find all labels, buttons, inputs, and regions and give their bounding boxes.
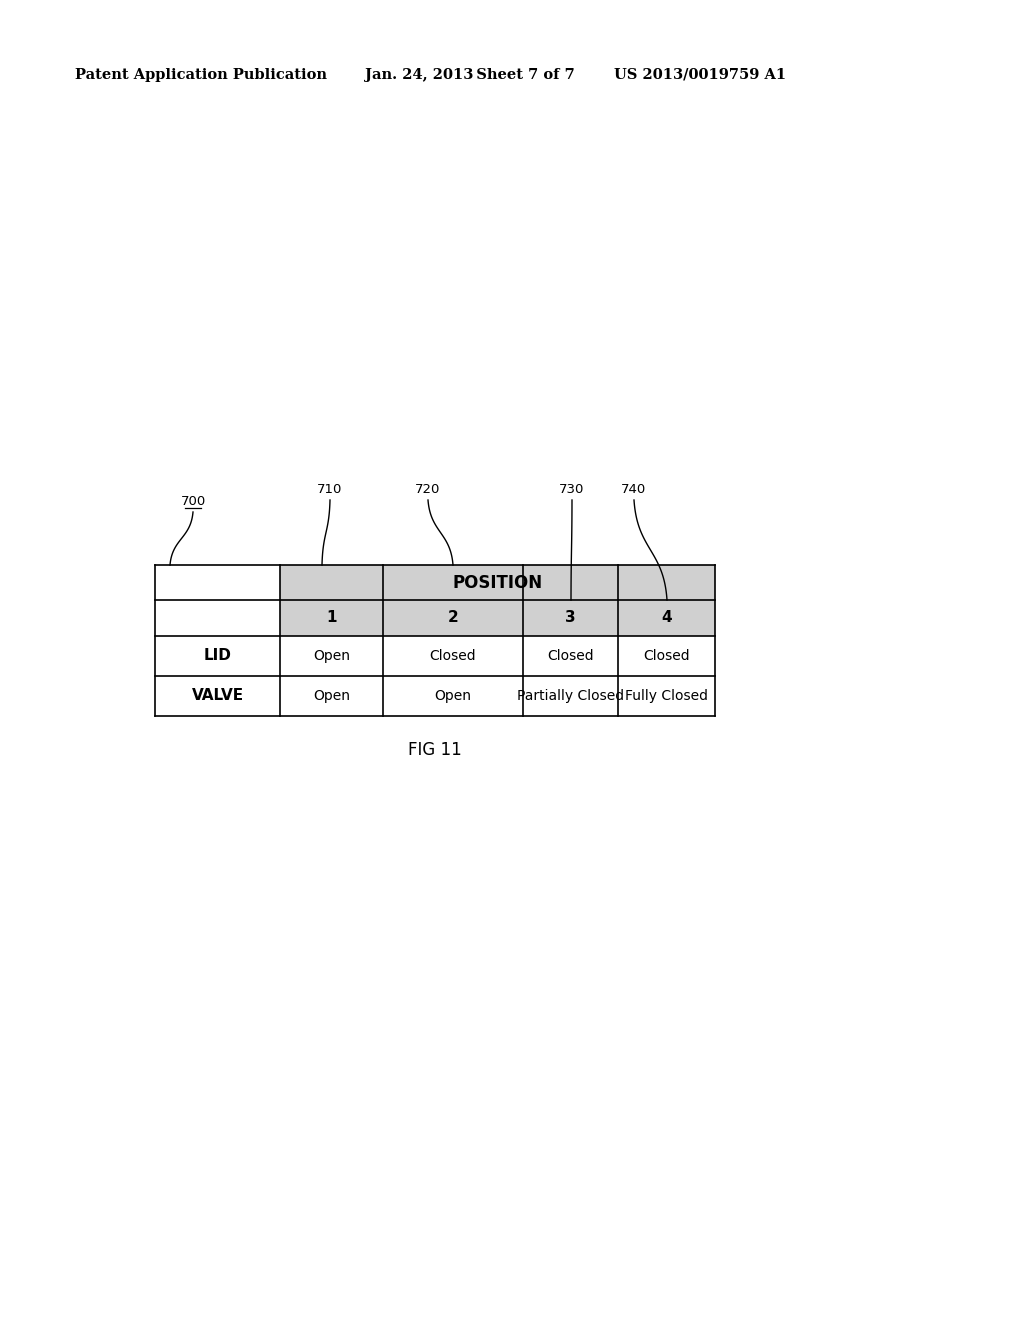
Text: US 2013/0019759 A1: US 2013/0019759 A1 bbox=[614, 69, 786, 82]
Text: 720: 720 bbox=[416, 483, 440, 496]
Text: POSITION: POSITION bbox=[453, 573, 543, 591]
Text: 2: 2 bbox=[447, 610, 459, 626]
Text: LID: LID bbox=[204, 648, 231, 664]
Text: Closed: Closed bbox=[430, 649, 476, 663]
Text: Partially Closed: Partially Closed bbox=[517, 689, 624, 704]
Text: Fully Closed: Fully Closed bbox=[625, 689, 708, 704]
Text: Open: Open bbox=[434, 689, 471, 704]
Text: 700: 700 bbox=[180, 495, 206, 508]
Bar bbox=[280, 601, 715, 636]
Text: 740: 740 bbox=[622, 483, 646, 496]
Text: Sheet 7 of 7: Sheet 7 of 7 bbox=[466, 69, 574, 82]
Text: 4: 4 bbox=[662, 610, 672, 626]
Text: Open: Open bbox=[313, 689, 350, 704]
Text: 1: 1 bbox=[327, 610, 337, 626]
Bar bbox=[280, 565, 715, 601]
Text: Closed: Closed bbox=[547, 649, 594, 663]
Text: Patent Application Publication: Patent Application Publication bbox=[75, 69, 327, 82]
Text: FIG 11: FIG 11 bbox=[409, 741, 462, 759]
Text: 710: 710 bbox=[317, 483, 343, 496]
Text: Open: Open bbox=[313, 649, 350, 663]
Text: 3: 3 bbox=[565, 610, 575, 626]
Text: Closed: Closed bbox=[643, 649, 690, 663]
Text: Jan. 24, 2013: Jan. 24, 2013 bbox=[365, 69, 473, 82]
Text: 730: 730 bbox=[559, 483, 585, 496]
Text: VALVE: VALVE bbox=[191, 689, 244, 704]
